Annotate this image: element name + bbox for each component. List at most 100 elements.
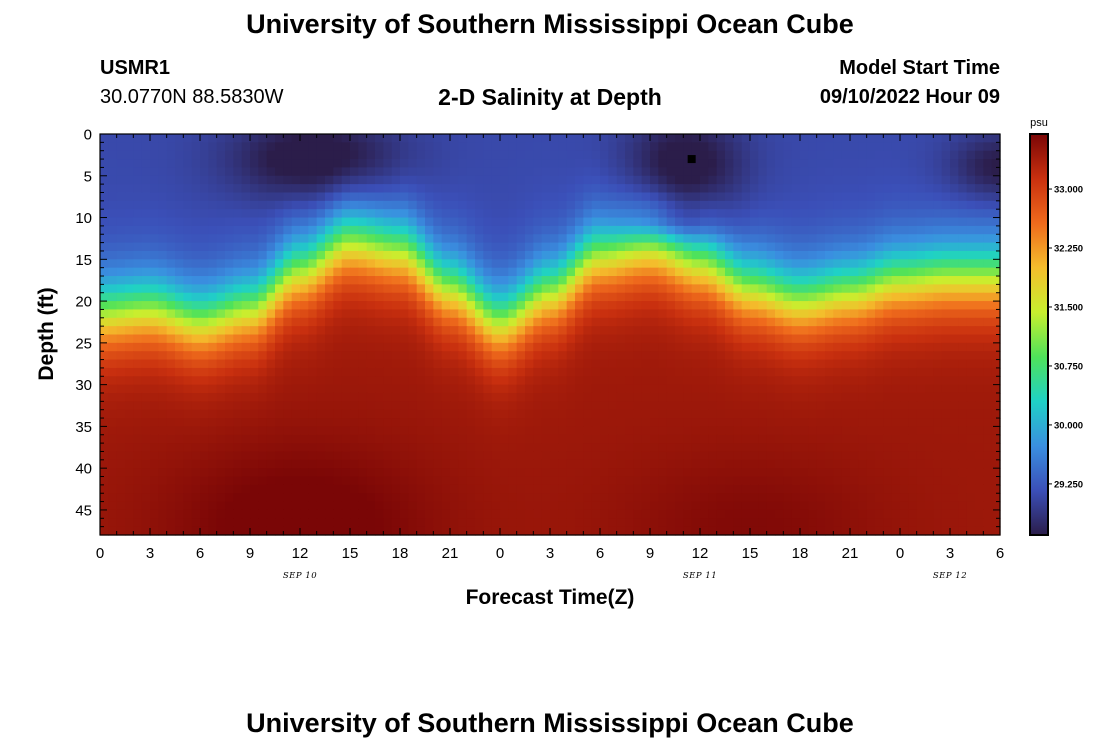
heatmap-cell [675,159,684,169]
heatmap-cell [325,142,334,152]
heatmap-cell [291,184,301,194]
heatmap-cell [566,317,576,327]
heatmap-cell [908,501,918,511]
heatmap-cell [125,234,134,244]
heatmap-cell [891,134,901,143]
heatmap-cell [841,242,851,252]
heatmap-cell [750,292,759,302]
heatmap-cell [808,409,818,419]
heatmap-cell [508,334,518,344]
heatmap-cell [491,426,501,436]
heatmap-cell [675,242,684,252]
heatmap-cell [133,418,143,427]
heatmap-cell [641,276,651,285]
heatmap-cell [400,384,409,394]
heatmap-cell [975,317,984,327]
heatmap-cell [683,359,693,369]
heatmap-cell [458,342,468,352]
heatmap-cell [225,301,234,311]
heatmap-cell [883,401,893,411]
heatmap-cell [925,367,934,377]
heatmap-cell [633,351,643,361]
heatmap-cell [125,409,134,419]
heatmap-cell [750,159,759,169]
heatmap-cell [600,209,609,219]
heatmap-cell [433,250,443,260]
heatmap-cell [391,159,401,169]
heatmap-cell [375,326,384,336]
heatmap-cell [533,134,543,143]
heatmap-cell [300,301,309,311]
heatmap-cell [550,501,559,511]
heatmap-cell [308,234,318,244]
heatmap-cell [183,501,193,511]
heatmap-cell [816,493,826,503]
heatmap-cell [608,376,618,386]
heatmap-cell [916,443,926,453]
heatmap-cell [116,392,126,402]
heatmap-cell [658,392,668,402]
heatmap-cell [716,192,726,202]
heatmap-cell [625,225,634,235]
heatmap-cell [191,484,201,494]
heatmap-cell [433,267,443,277]
heatmap-cell [833,276,843,285]
heatmap-cell [375,426,384,436]
heatmap-cell [500,443,509,453]
heatmap-cell [341,493,351,503]
heatmap-cell [700,434,709,444]
heatmap-cell [341,284,351,294]
heatmap-cell [708,443,718,453]
heatmap-cell [858,301,868,311]
heatmap-cell [833,217,843,227]
heatmap-cell [775,234,784,244]
heatmap-cell [108,401,118,411]
heatmap-cell [883,192,893,202]
heatmap-cell [325,250,334,260]
heatmap-cell [500,150,509,160]
heatmap-cell [800,184,809,194]
heatmap-cell [116,509,126,519]
heatmap-cell [925,468,934,478]
heatmap-cell [333,192,343,202]
heatmap-cell [691,225,701,235]
heatmap-cell [983,376,993,386]
heatmap-cell [116,167,126,177]
heatmap-cell [491,234,501,244]
heatmap-cell [141,342,151,352]
heatmap-cell [691,142,701,152]
heatmap-cell [616,426,626,436]
heatmap-cell [150,175,159,185]
heatmap-cell [566,184,576,194]
heatmap-cell [116,209,126,219]
heatmap-cell [200,217,209,227]
heatmap-cell [100,392,109,402]
heatmap-cell [133,443,143,453]
heatmap-cell [916,342,926,352]
heatmap-cell [583,159,593,169]
heatmap-cell [700,418,709,427]
heatmap-cell [275,401,284,411]
heatmap-cell [575,134,584,143]
heatmap-cell [458,150,468,160]
heatmap-cell [108,276,118,285]
heatmap-cell [791,384,801,394]
heatmap-cell [550,250,559,260]
heatmap-cell [791,418,801,427]
heatmap-cell [225,426,234,436]
heatmap-cell [233,392,243,402]
heatmap-cell [133,459,143,469]
heatmap-cell [433,234,443,244]
heatmap-cell [391,184,401,194]
heatmap-cell [241,242,251,252]
heatmap-cell [116,150,126,160]
heatmap-cell [683,426,693,436]
heatmap-cell [175,134,184,143]
heatmap-cell [900,326,909,336]
heatmap-cell [866,384,876,394]
heatmap-cell [533,242,543,252]
heatmap-cell [900,175,909,185]
heatmap-cell [366,376,376,386]
heatmap-cell [658,259,668,269]
heatmap-cell [550,418,559,427]
